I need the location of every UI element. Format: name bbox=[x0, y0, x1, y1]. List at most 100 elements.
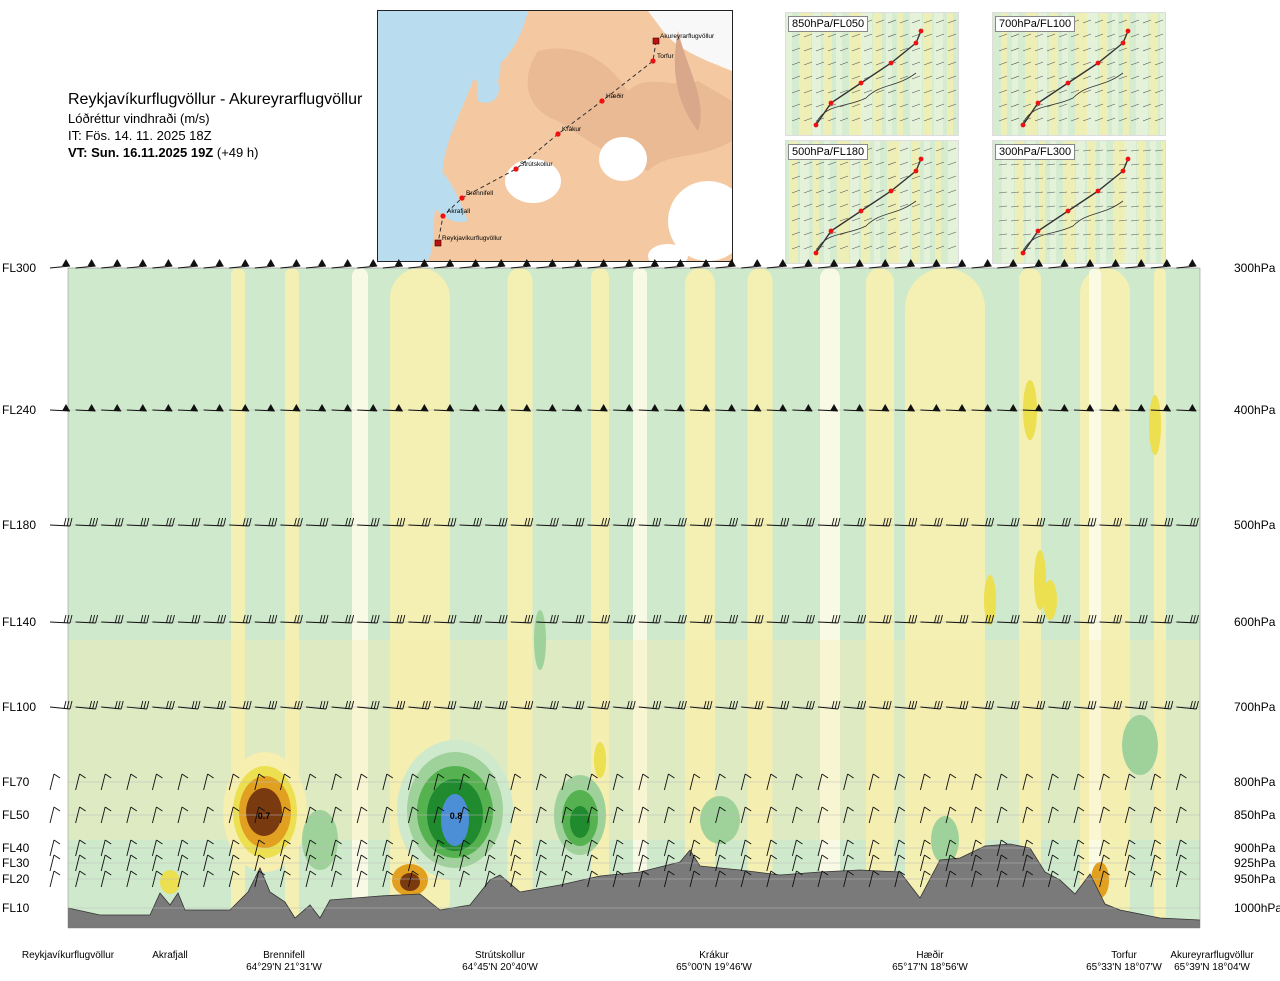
wind-barb bbox=[1099, 614, 1123, 624]
wind-barb bbox=[203, 517, 227, 527]
place-name: Torfur bbox=[1111, 950, 1137, 961]
wind-barb bbox=[126, 773, 138, 791]
wind-barb bbox=[869, 259, 890, 269]
route-place-label: Akrafjall bbox=[110, 950, 230, 962]
wind-barb bbox=[561, 517, 585, 527]
wind-barb bbox=[484, 773, 496, 791]
wind-barb bbox=[1047, 870, 1059, 888]
wind-barb bbox=[817, 854, 829, 872]
wind-barb bbox=[868, 854, 880, 872]
wind-barb bbox=[279, 839, 291, 857]
wind-barb bbox=[433, 773, 445, 791]
flight-level-label: FL30 bbox=[2, 856, 30, 870]
wind-barb bbox=[177, 870, 189, 888]
wind-barb bbox=[689, 404, 711, 412]
wind-barb bbox=[1176, 404, 1197, 412]
wind-barb bbox=[1124, 806, 1136, 824]
wind-barb bbox=[945, 259, 967, 269]
waypoint-marker bbox=[650, 58, 656, 64]
mini-map-700hpa: 700hPa/FL100 bbox=[992, 12, 1166, 136]
wind-barb bbox=[997, 700, 1020, 710]
updraft-band bbox=[747, 268, 773, 928]
wind-barb bbox=[510, 700, 534, 710]
wind-barb bbox=[971, 700, 995, 710]
wind-barb bbox=[536, 700, 559, 710]
wind-barb bbox=[843, 259, 864, 269]
wind-barb bbox=[407, 773, 419, 791]
wind-barb bbox=[715, 806, 726, 824]
wind-barb bbox=[1022, 259, 1043, 269]
wind-barb bbox=[101, 614, 124, 624]
wind-barb bbox=[151, 870, 163, 888]
wind-barb bbox=[817, 773, 829, 791]
wind-barb bbox=[126, 614, 150, 624]
place-name: Reykjavíkurflugvöllur bbox=[21, 950, 115, 961]
wind-barb bbox=[1124, 854, 1136, 872]
wind-barb bbox=[254, 839, 266, 857]
wind-barb bbox=[510, 806, 522, 824]
pressure-level-label: 800hPa bbox=[1234, 775, 1276, 789]
wind-barb bbox=[638, 806, 650, 824]
wind-barb bbox=[228, 839, 240, 857]
wind-barb bbox=[869, 700, 892, 710]
wind-barb bbox=[433, 614, 457, 624]
wind-barb bbox=[1073, 404, 1095, 412]
wind-barb bbox=[715, 517, 739, 527]
wind-barb bbox=[177, 854, 189, 872]
route-place-label: Torfur 65°33'N 18°07'W bbox=[1064, 950, 1184, 974]
wind-barb bbox=[254, 614, 278, 624]
wind-barb bbox=[638, 700, 662, 710]
wind-barb bbox=[869, 404, 890, 412]
wind-barb bbox=[894, 773, 906, 791]
pressure-level-label: 400hPa bbox=[1234, 403, 1276, 417]
wind-barb bbox=[612, 839, 624, 857]
wind-barb bbox=[945, 839, 957, 857]
wind-barb bbox=[408, 700, 431, 710]
wind-barb bbox=[945, 773, 957, 791]
route-place-label: Brennifell 64°29'N 21°31'W bbox=[224, 950, 344, 974]
wind-barb bbox=[561, 773, 573, 791]
wind-barb bbox=[382, 517, 406, 527]
wind-barb bbox=[587, 806, 598, 824]
place-coordinates: 64°29'N 21°31'W bbox=[246, 962, 322, 973]
wind-barb bbox=[715, 773, 726, 791]
route-place-label: Hæðir 65°17'N 18°56'W bbox=[870, 950, 990, 974]
wind-barb bbox=[1175, 854, 1187, 872]
wind-barb bbox=[587, 870, 598, 888]
route-point-label: Torfur bbox=[657, 53, 674, 60]
wind-barb bbox=[1099, 259, 1120, 269]
route-point-label: Akureyrarflugvöllur bbox=[660, 33, 715, 40]
wind-barb bbox=[279, 773, 291, 791]
wind-barb bbox=[843, 404, 864, 412]
wind-barb bbox=[664, 517, 687, 527]
wind-barb bbox=[971, 854, 982, 872]
initial-time: IT: Fös. 14. 11. 2025 18Z bbox=[68, 128, 212, 143]
flight-level-label: FL20 bbox=[2, 872, 30, 886]
wind-barb bbox=[561, 404, 583, 412]
flight-level-label: FL100 bbox=[2, 700, 37, 714]
wind-barb bbox=[1048, 700, 1071, 710]
wind-barb bbox=[152, 404, 173, 412]
wind-barb bbox=[1150, 404, 1171, 412]
wind-barb bbox=[715, 404, 736, 412]
vertical-wind-contour bbox=[1122, 715, 1158, 775]
wind-barb bbox=[331, 614, 355, 624]
wind-barb bbox=[228, 773, 240, 791]
wind-barb bbox=[126, 854, 138, 872]
wind-barb bbox=[1073, 854, 1085, 872]
contour-value-label: 0.8 bbox=[450, 811, 463, 821]
wind-barb bbox=[433, 517, 457, 527]
wind-barb bbox=[484, 839, 496, 857]
contour-value-label: 0.7 bbox=[258, 811, 271, 821]
wind-barb bbox=[433, 854, 445, 872]
wind-barb bbox=[1073, 614, 1097, 624]
wind-barb bbox=[817, 839, 829, 857]
wind-barb bbox=[766, 517, 790, 527]
wind-barb bbox=[715, 259, 736, 269]
wind-barb bbox=[638, 773, 650, 791]
wind-barb bbox=[382, 870, 394, 888]
wind-barb bbox=[868, 773, 880, 791]
wind-barb bbox=[356, 839, 368, 857]
wind-barb bbox=[1047, 854, 1059, 872]
wind-barb bbox=[305, 773, 317, 791]
